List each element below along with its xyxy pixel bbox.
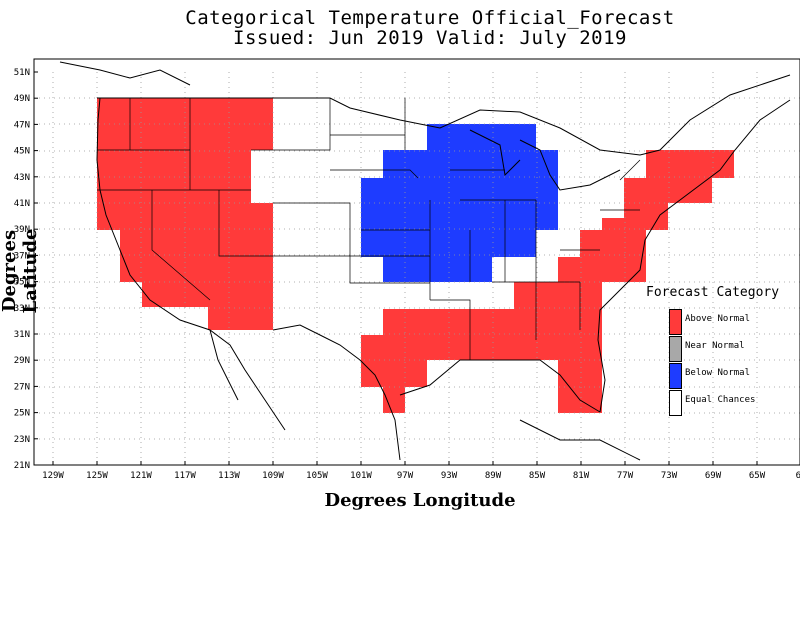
y-tick-label: 35N <box>14 278 30 288</box>
y-tick-label: 37N <box>14 251 30 261</box>
x-tick-label: 69W <box>705 471 722 481</box>
legend-swatch <box>669 309 682 335</box>
x-tick-label: 77W <box>617 471 634 481</box>
x-tick-label: 93W <box>441 471 458 481</box>
legend-title: Forecast Category <box>646 285 780 300</box>
y-tick-label: 49N <box>14 94 30 104</box>
y-axis-ticks: 51N 49N 47N 45N 43N 41N 39N 37N 35N 33N 31N 29N 27N 2… <box>14 68 38 471</box>
y-tick-label: 25N <box>14 409 30 419</box>
x-tick-label: 101W <box>350 471 372 481</box>
legend-item: Near Normal <box>669 336 789 362</box>
y-tick-label: 33N <box>14 304 30 314</box>
x-tick-label: 105W <box>306 471 328 481</box>
legend-label: Above Normal <box>685 314 751 324</box>
x-tick-label: 61 <box>796 471 800 481</box>
legend-label: Equal Chances <box>685 395 756 405</box>
x-axis-ticks: 129W 125W 121W 117W 113W 109W 105W 101W 97W 93W 89… <box>42 461 800 481</box>
y-tick-label: 41N <box>14 199 30 209</box>
legend-item: Below Normal <box>669 363 789 389</box>
y-axis-label: Degrees Latitude <box>0 228 41 314</box>
x-tick-label: 125W <box>86 471 108 481</box>
legend-swatch <box>669 363 682 389</box>
y-tick-label: 23N <box>14 435 30 445</box>
map-title: Categorical Temperature Official_Forecas… <box>185 7 675 29</box>
x-tick-label: 65W <box>749 471 766 481</box>
y-tick-label: 21N <box>14 461 30 471</box>
map-frame <box>33 58 800 466</box>
x-tick-label: 85W <box>529 471 546 481</box>
legend-item: Equal Chances <box>669 390 789 416</box>
y-tick-label: 27N <box>14 382 30 392</box>
y-tick-label: 45N <box>14 147 30 157</box>
map-subtitle: Issued: Jun 2019 Valid: July 2019 <box>233 27 627 49</box>
legend-label: Below Normal <box>685 368 751 378</box>
x-tick-label: 109W <box>262 471 284 481</box>
legend-swatch <box>669 390 682 416</box>
legend-item: Above Normal <box>669 309 789 335</box>
y-tick-label: 51N <box>14 68 30 78</box>
y-tick-label: 39N <box>14 225 30 235</box>
x-tick-label: 81W <box>573 471 590 481</box>
x-tick-label: 113W <box>218 471 240 481</box>
x-tick-label: 117W <box>174 471 196 481</box>
y-tick-label: 29N <box>14 356 30 366</box>
y-tick-label: 31N <box>14 330 30 340</box>
x-tick-label: 73W <box>661 471 678 481</box>
x-axis-label: Degrees Longitude <box>324 490 516 511</box>
y-tick-label: 47N <box>14 120 30 130</box>
x-tick-label: 121W <box>130 471 152 481</box>
legend-swatch <box>669 336 682 362</box>
x-tick-label: 89W <box>485 471 502 481</box>
state-borders <box>97 98 641 360</box>
coastlines <box>59 61 791 461</box>
legend-label: Near Normal <box>685 341 745 351</box>
x-tick-label: 97W <box>397 471 414 481</box>
y-tick-label: 43N <box>14 173 30 183</box>
x-tick-label: 129W <box>42 471 64 481</box>
